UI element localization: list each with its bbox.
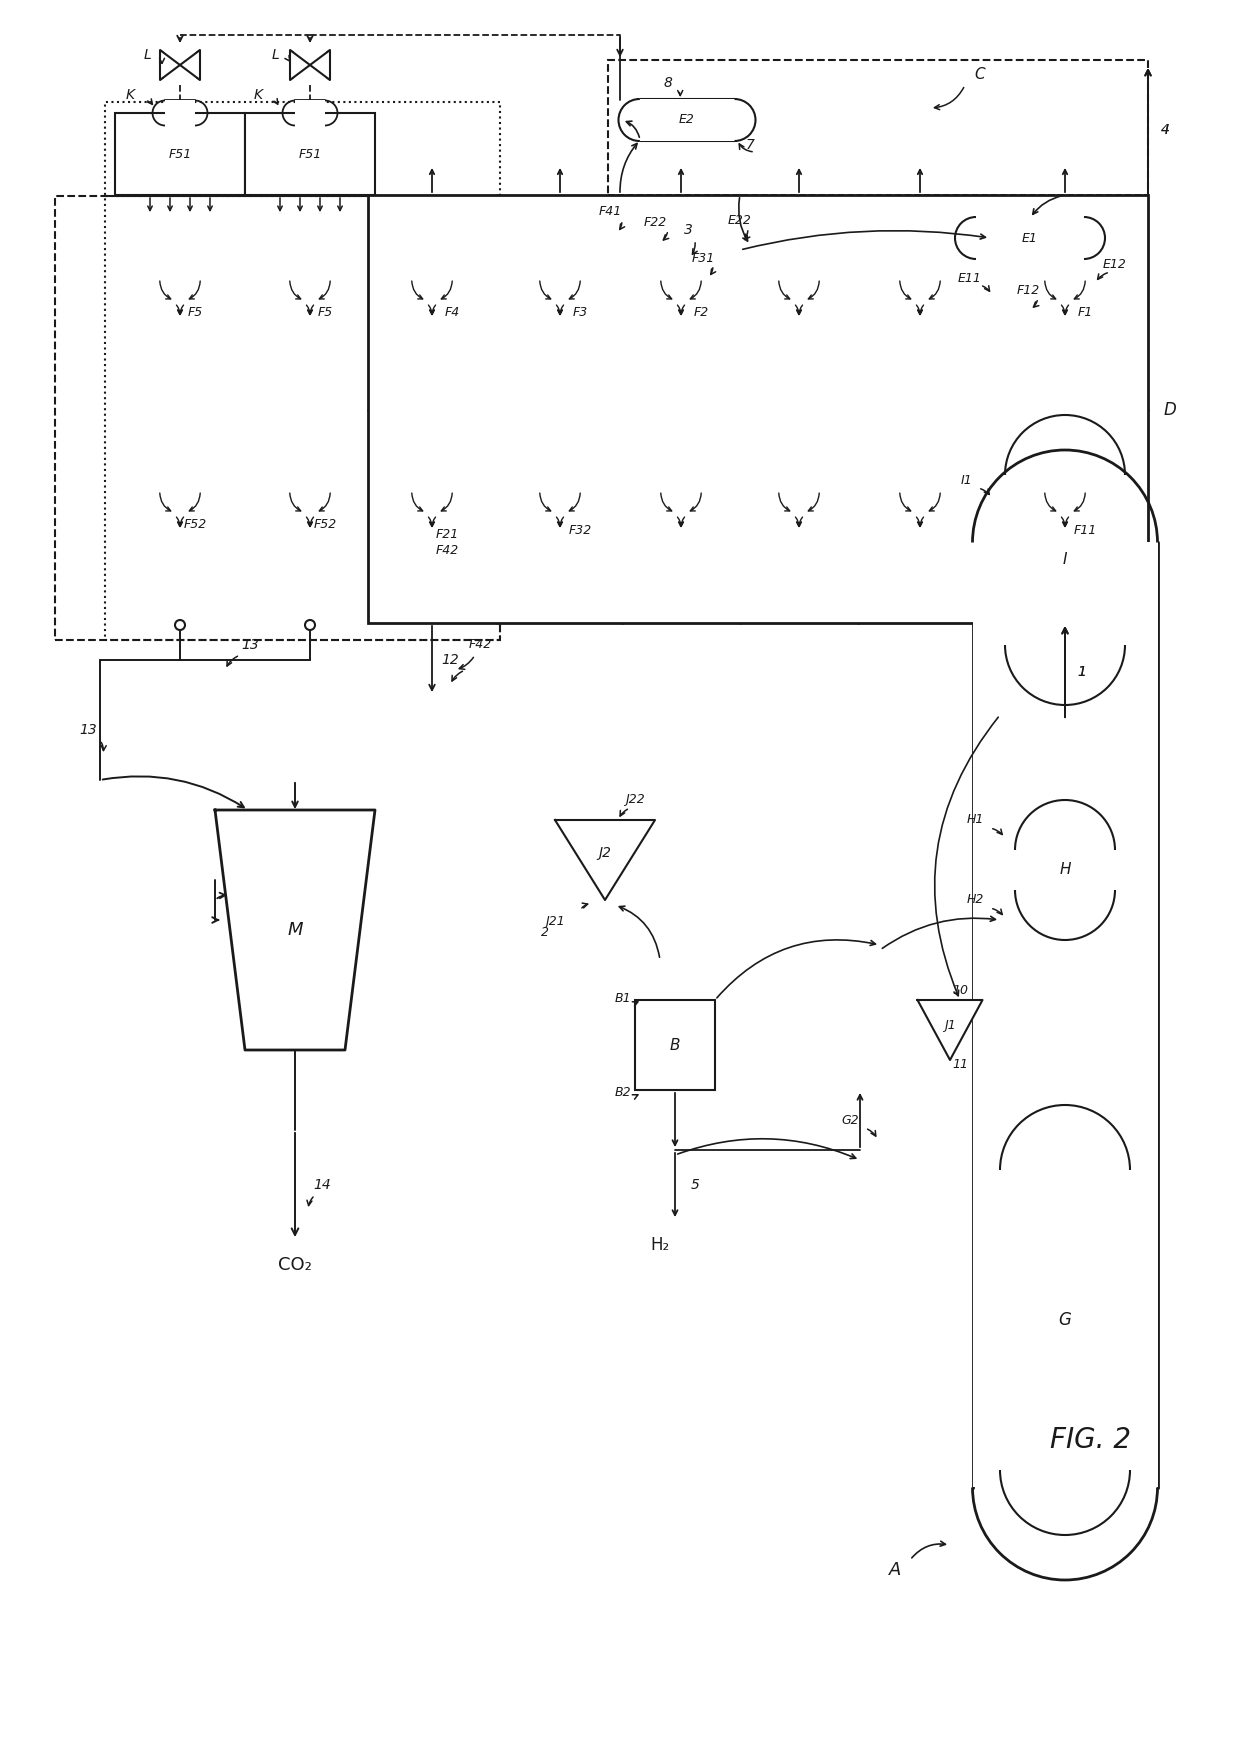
Text: 4: 4 bbox=[1161, 123, 1169, 137]
Text: J2: J2 bbox=[599, 846, 611, 860]
FancyBboxPatch shape bbox=[640, 100, 734, 142]
Text: F42: F42 bbox=[469, 639, 491, 651]
Text: 5: 5 bbox=[691, 1178, 699, 1192]
Text: F51: F51 bbox=[169, 149, 192, 161]
Text: E22: E22 bbox=[728, 214, 751, 226]
Bar bbox=[246, 114, 374, 194]
Text: 12: 12 bbox=[441, 653, 459, 667]
Text: F52: F52 bbox=[184, 518, 207, 532]
Polygon shape bbox=[215, 811, 374, 1051]
Text: B1: B1 bbox=[615, 991, 631, 1005]
Text: J21: J21 bbox=[546, 916, 565, 928]
Text: G2: G2 bbox=[841, 1114, 859, 1126]
Text: H: H bbox=[1059, 863, 1071, 877]
Text: 1: 1 bbox=[1078, 665, 1086, 679]
Text: F31: F31 bbox=[692, 252, 714, 264]
Text: E11: E11 bbox=[959, 271, 982, 284]
Text: D: D bbox=[1163, 401, 1177, 418]
Circle shape bbox=[290, 46, 330, 86]
Text: I: I bbox=[1063, 553, 1068, 567]
Bar bbox=[55, 196, 500, 641]
Polygon shape bbox=[556, 819, 655, 900]
Bar bbox=[608, 60, 1148, 322]
Text: E12: E12 bbox=[1104, 259, 1127, 271]
Text: A: A bbox=[889, 1560, 901, 1579]
Text: L: L bbox=[272, 47, 279, 61]
Text: 4: 4 bbox=[1161, 123, 1169, 137]
Text: F3: F3 bbox=[573, 306, 588, 319]
Text: 10: 10 bbox=[952, 984, 968, 996]
Text: F2: F2 bbox=[693, 306, 708, 319]
Text: M: M bbox=[288, 921, 303, 939]
Text: 3: 3 bbox=[683, 222, 692, 236]
Text: F4: F4 bbox=[444, 306, 460, 319]
Text: 13: 13 bbox=[79, 723, 97, 737]
Text: 1: 1 bbox=[1078, 665, 1086, 679]
Text: F11: F11 bbox=[1074, 524, 1096, 536]
Text: FIG. 2: FIG. 2 bbox=[1049, 1425, 1131, 1453]
Text: F21: F21 bbox=[435, 529, 459, 541]
Text: F12: F12 bbox=[1017, 284, 1039, 296]
Text: H₂: H₂ bbox=[650, 1236, 670, 1254]
Circle shape bbox=[305, 620, 315, 630]
Text: G: G bbox=[1059, 1311, 1071, 1329]
Text: I1: I1 bbox=[961, 473, 973, 487]
Text: F1: F1 bbox=[1078, 306, 1092, 319]
Text: F41: F41 bbox=[599, 205, 621, 219]
Text: F32: F32 bbox=[568, 524, 591, 536]
Text: 7: 7 bbox=[745, 138, 754, 152]
Bar bbox=[1004, 475, 1125, 644]
Text: J1: J1 bbox=[944, 1019, 956, 1031]
Text: E1: E1 bbox=[1022, 231, 1038, 245]
Text: 11: 11 bbox=[952, 1059, 968, 1072]
Polygon shape bbox=[918, 1000, 982, 1059]
Text: K: K bbox=[125, 88, 135, 102]
Bar bbox=[105, 102, 500, 641]
Text: E2: E2 bbox=[680, 114, 694, 126]
Bar bbox=[635, 1000, 715, 1091]
FancyBboxPatch shape bbox=[165, 100, 195, 126]
Text: B2: B2 bbox=[615, 1086, 631, 1098]
Text: 2: 2 bbox=[541, 926, 549, 940]
Text: K: K bbox=[253, 88, 263, 102]
Circle shape bbox=[160, 46, 200, 86]
Text: F5: F5 bbox=[317, 306, 332, 319]
Text: H2: H2 bbox=[966, 893, 983, 907]
Polygon shape bbox=[310, 51, 330, 81]
Bar bbox=[368, 194, 1148, 623]
Bar bbox=[999, 1170, 1130, 1471]
Polygon shape bbox=[290, 51, 310, 81]
Bar bbox=[115, 114, 246, 194]
FancyBboxPatch shape bbox=[976, 217, 1084, 259]
Text: F5: F5 bbox=[187, 306, 202, 319]
Text: F22: F22 bbox=[644, 215, 667, 228]
Text: B: B bbox=[670, 1038, 681, 1052]
Text: H1: H1 bbox=[966, 814, 983, 826]
Bar bbox=[972, 543, 1157, 1488]
Circle shape bbox=[175, 620, 185, 630]
Text: C: C bbox=[975, 68, 986, 82]
Text: L: L bbox=[144, 47, 151, 61]
Text: CO₂: CO₂ bbox=[278, 1255, 312, 1275]
Text: F52: F52 bbox=[314, 518, 336, 532]
Text: 14: 14 bbox=[314, 1178, 331, 1192]
Polygon shape bbox=[160, 51, 180, 81]
Text: 8: 8 bbox=[663, 75, 672, 89]
Text: F42: F42 bbox=[435, 543, 459, 557]
Bar bbox=[1016, 849, 1115, 890]
FancyBboxPatch shape bbox=[295, 100, 325, 126]
Polygon shape bbox=[180, 51, 200, 81]
Text: 13: 13 bbox=[241, 637, 259, 651]
Text: J22: J22 bbox=[625, 793, 645, 807]
Text: F51: F51 bbox=[299, 149, 321, 161]
